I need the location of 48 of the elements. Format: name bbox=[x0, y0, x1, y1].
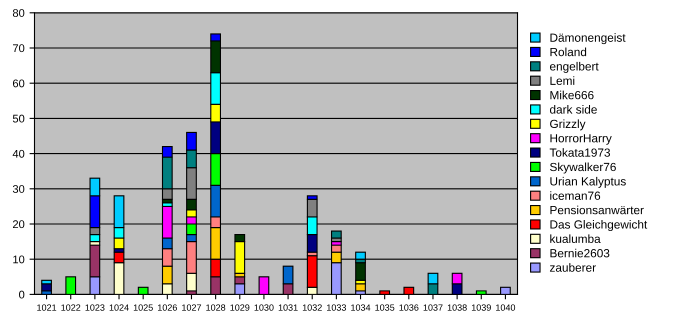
legend-label: Bernie2603 bbox=[550, 248, 610, 258]
x-tick-label: 1040 bbox=[496, 304, 516, 311]
x-tick-label: 1022 bbox=[61, 304, 80, 311]
legend-label: Lemi bbox=[550, 76, 574, 85]
y-tick-label: 30 bbox=[12, 185, 24, 193]
y-tick-label: 10 bbox=[13, 255, 24, 264]
legend-label: iceman76 bbox=[550, 191, 600, 200]
x-tick-label: 1035 bbox=[375, 304, 394, 311]
legend-label: kualumba bbox=[550, 234, 601, 244]
legend-label: Das Gleichgewicht bbox=[550, 220, 648, 231]
y-tick-label: 0 bbox=[19, 290, 24, 299]
bar bbox=[330, 230, 342, 239]
x-tick-label: 1032 bbox=[302, 304, 322, 311]
legend-label: engelbert bbox=[550, 62, 599, 73]
legend-label: Tokata1973 bbox=[550, 148, 610, 157]
x-tick-label: 1029 bbox=[230, 304, 250, 311]
x-tick-label: 1031 bbox=[278, 304, 298, 311]
x-tick-label: 1038 bbox=[448, 304, 467, 311]
x-tick-label: 1026 bbox=[158, 304, 177, 311]
x-tick-label: 1028 bbox=[206, 304, 226, 311]
x-tick-label: 1033 bbox=[327, 304, 346, 311]
x-tick-label: 1027 bbox=[182, 304, 202, 311]
y-tick-label: 60 bbox=[12, 79, 24, 88]
x-tick-label: 1037 bbox=[424, 304, 443, 311]
legend-label: Pensionsanwärter bbox=[550, 206, 644, 214]
x-tick-label: 1030 bbox=[254, 304, 274, 311]
x-tick-label: 1036 bbox=[399, 304, 418, 311]
x-tick-label: 1039 bbox=[472, 304, 491, 311]
y-tick-label: 50 bbox=[12, 114, 24, 123]
legend-label: Urian Kalyptus bbox=[550, 176, 626, 188]
legend-label: Mike666 bbox=[550, 90, 594, 100]
x-tick-label: 1025 bbox=[134, 304, 153, 311]
legend-label: dark side bbox=[550, 105, 597, 114]
legend-label: zauberer bbox=[550, 263, 596, 272]
legend-label: HorrorHarry bbox=[550, 134, 612, 145]
y-tick-label: 20 bbox=[12, 220, 24, 228]
x-tick-label: 1023 bbox=[86, 304, 105, 311]
legend-label: Grizzly bbox=[550, 119, 586, 130]
y-tick-label: 80 bbox=[12, 9, 24, 17]
x-tick-label: 1034 bbox=[351, 304, 370, 311]
y-tick-label: 40 bbox=[12, 150, 24, 158]
legend-label: Dämonengeist bbox=[550, 33, 626, 44]
legend-label: Skywalker76 bbox=[550, 162, 616, 174]
x-tick-label: 1021 bbox=[37, 304, 56, 311]
y-tick-label: 70 bbox=[12, 44, 24, 52]
bar bbox=[355, 262, 366, 281]
legend-label: Roland bbox=[550, 48, 586, 56]
x-tick-label: 1024 bbox=[110, 304, 129, 311]
